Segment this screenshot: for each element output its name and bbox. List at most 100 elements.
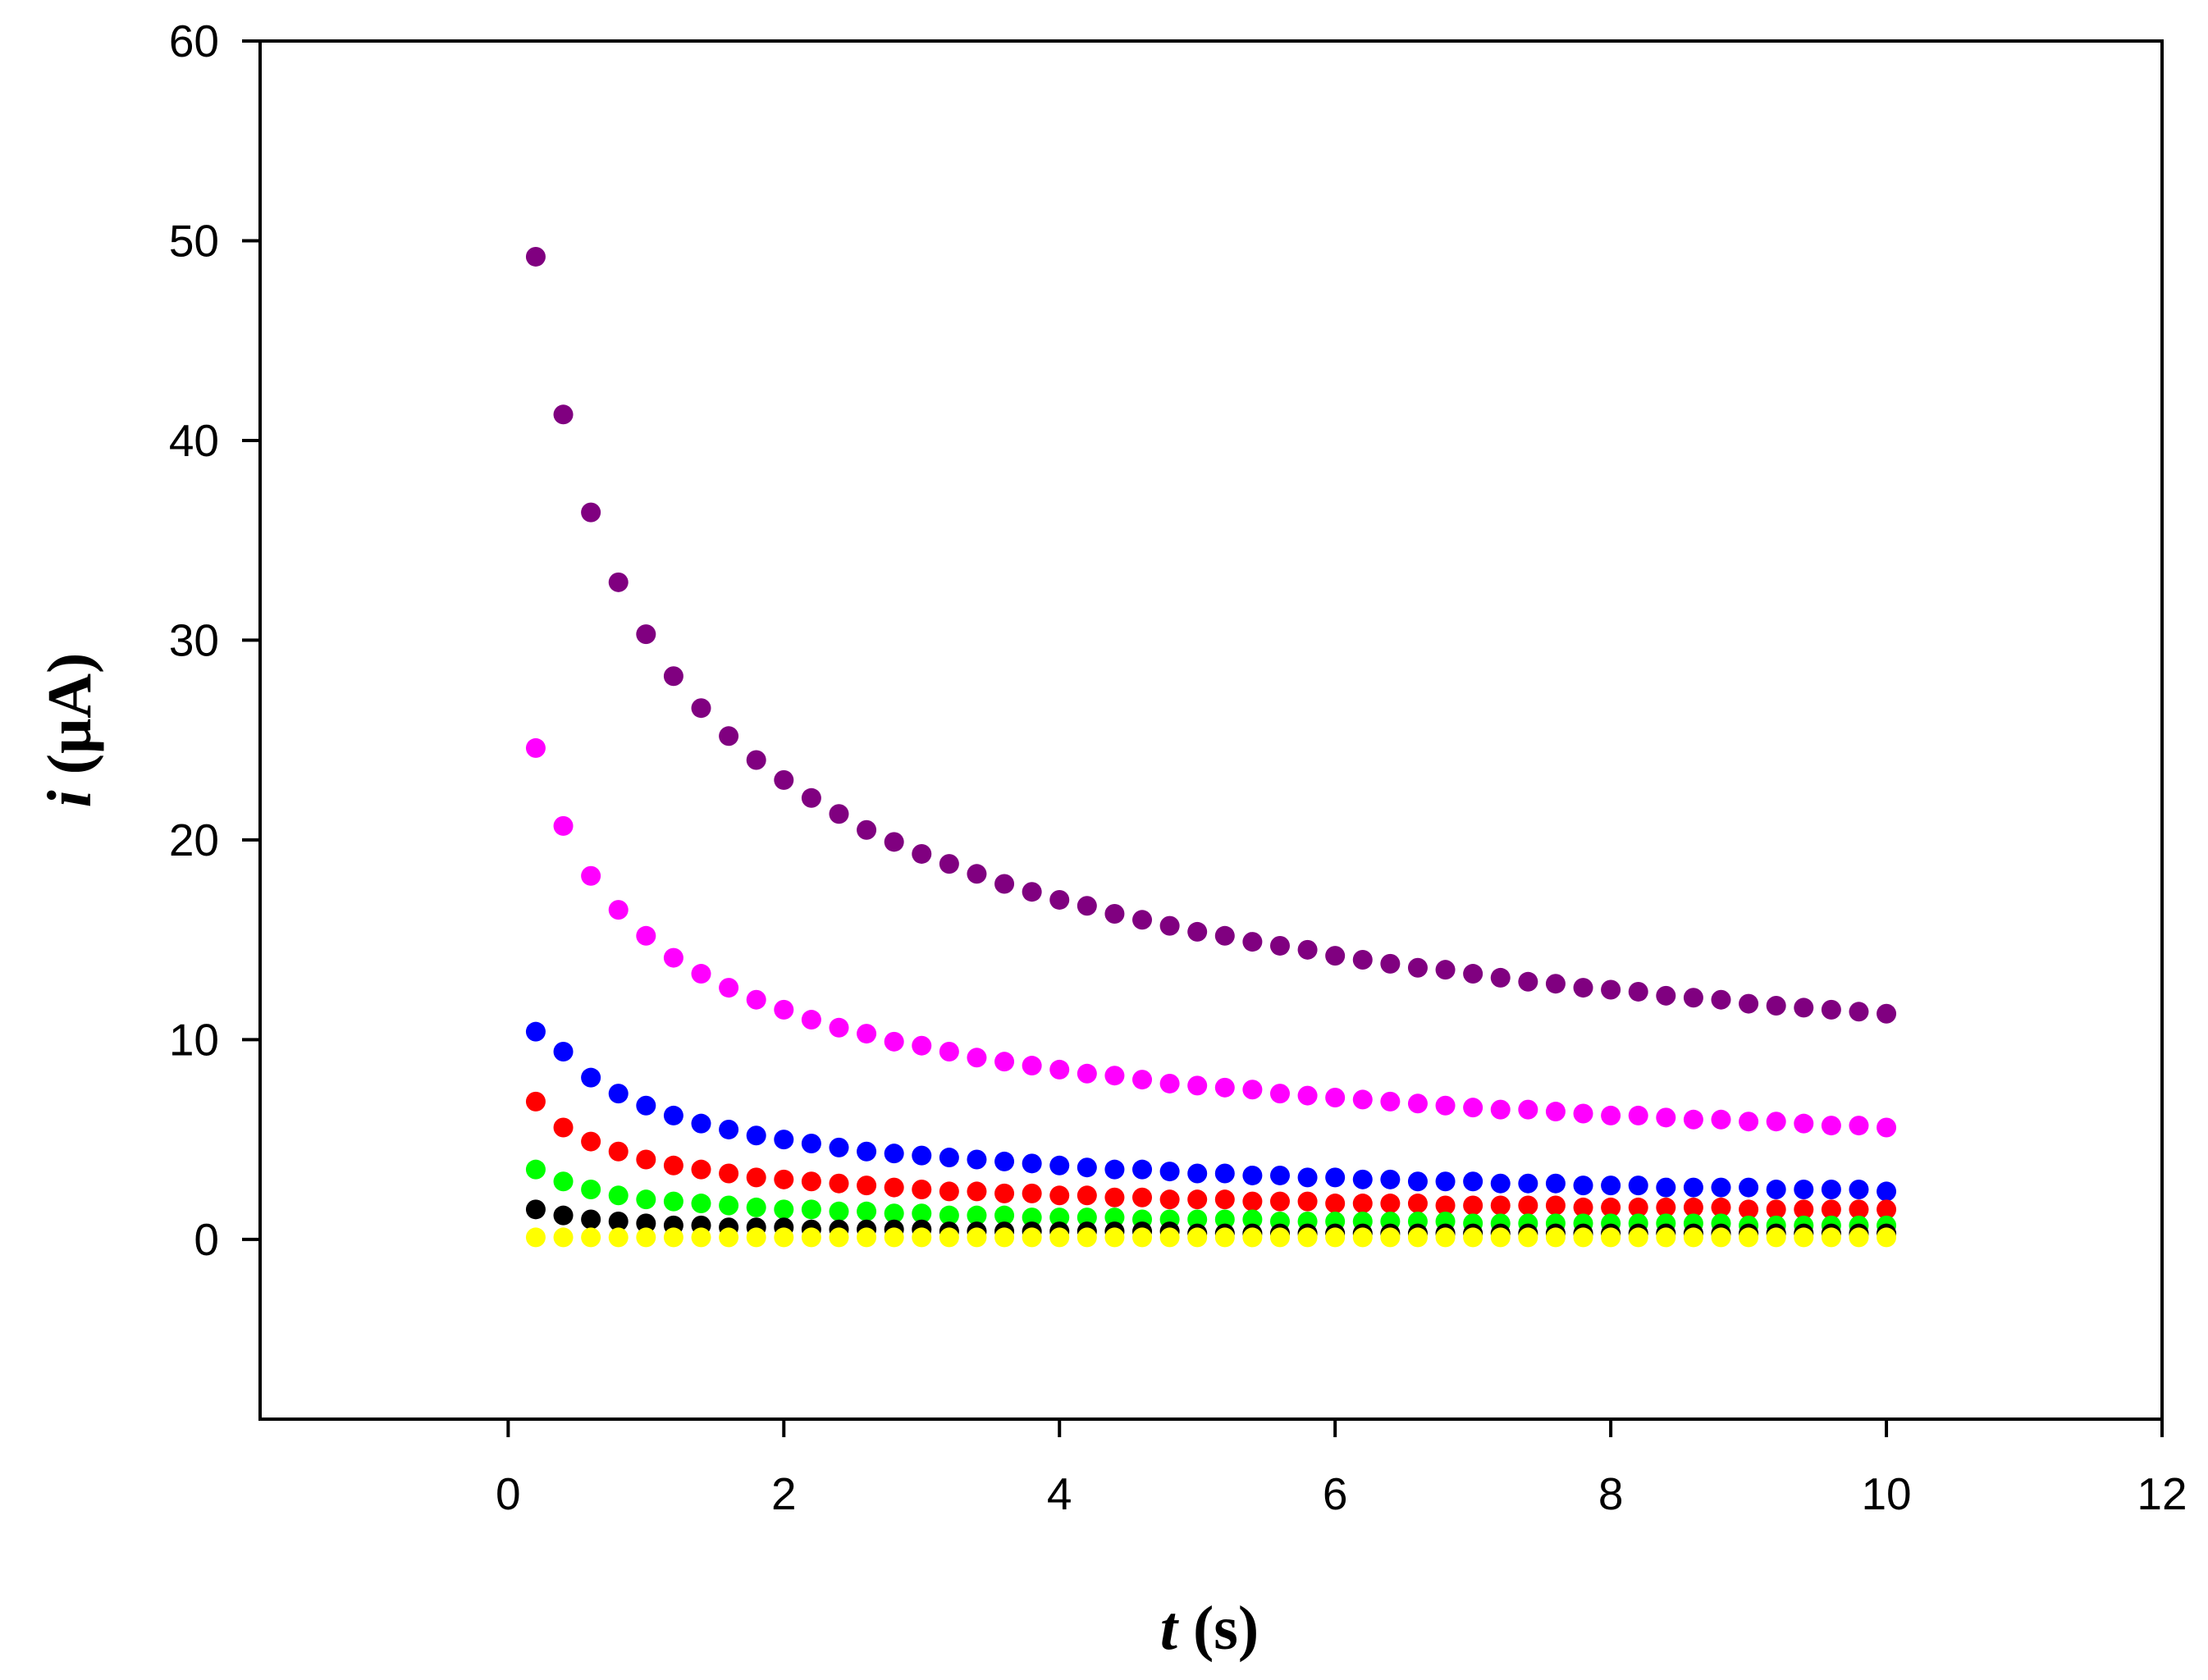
- data-point: [1407, 957, 1428, 978]
- data-point: [663, 1191, 683, 1212]
- data-point: [1352, 1194, 1373, 1214]
- data-point: [608, 1084, 629, 1104]
- data-point: [1518, 1099, 1538, 1120]
- data-point: [1022, 882, 1042, 902]
- data-point: [691, 698, 711, 719]
- data-point: [1463, 964, 1483, 984]
- data-point: [1297, 1167, 1318, 1188]
- data-point: [1187, 1209, 1208, 1230]
- data-point: [608, 572, 629, 592]
- data-point: [1435, 1095, 1456, 1116]
- data-point: [1490, 1195, 1511, 1216]
- data-point: [1132, 1070, 1153, 1090]
- data-point: [1325, 1167, 1346, 1188]
- series-purple: [525, 246, 1897, 1024]
- data-point: [1187, 1189, 1208, 1210]
- data-point: [1656, 1197, 1676, 1217]
- data-point: [994, 874, 1015, 894]
- data-point: [1545, 1195, 1566, 1216]
- data-point: [1269, 935, 1290, 956]
- data-point: [1104, 1066, 1125, 1086]
- data-point: [1435, 1227, 1456, 1248]
- data-point: [1794, 1199, 1814, 1220]
- data-point: [1214, 1189, 1235, 1210]
- data-point: [857, 1141, 877, 1162]
- data-point: [801, 1199, 821, 1220]
- data-point: [1077, 1063, 1097, 1084]
- data-point: [967, 1181, 987, 1202]
- data-point: [691, 964, 711, 984]
- data-point: [1077, 1157, 1097, 1178]
- data-point: [1325, 1088, 1346, 1107]
- data-point: [994, 1205, 1015, 1226]
- data-point: [663, 1105, 683, 1125]
- data-point: [525, 1021, 546, 1042]
- data-point: [636, 1213, 656, 1234]
- data-point: [719, 1163, 739, 1184]
- data-point: [1214, 1077, 1235, 1098]
- data-point: [746, 1167, 766, 1188]
- data-points: [525, 246, 1897, 1248]
- data-point: [967, 1048, 987, 1068]
- data-point: [1683, 1109, 1703, 1130]
- data-point: [1104, 1208, 1125, 1228]
- data-point: [1049, 1155, 1070, 1176]
- data-point: [1242, 1227, 1263, 1248]
- data-point: [1545, 974, 1566, 994]
- data-point: [1739, 1112, 1759, 1132]
- data-point: [1573, 978, 1593, 998]
- data-point: [1601, 1105, 1621, 1125]
- data-point: [581, 1131, 601, 1152]
- data-point: [1325, 1227, 1346, 1248]
- data-point: [829, 1017, 849, 1038]
- x-tick-label: 8: [1598, 1468, 1624, 1519]
- x-tick-label: 10: [1861, 1468, 1911, 1519]
- data-point: [1077, 1227, 1097, 1248]
- data-point: [608, 900, 629, 920]
- data-point: [553, 1205, 574, 1226]
- x-axis: 0 2 4 6 8 10 12: [496, 1419, 2187, 1519]
- data-point: [719, 726, 739, 746]
- data-point: [1132, 1159, 1153, 1180]
- data-point: [636, 925, 656, 946]
- data-point: [1187, 1075, 1208, 1096]
- data-point: [912, 1180, 932, 1199]
- data-point: [1049, 889, 1070, 910]
- data-point: [1739, 1199, 1759, 1220]
- data-point: [1269, 1227, 1290, 1248]
- data-point: [1877, 1003, 1897, 1024]
- data-point: [1325, 1194, 1346, 1214]
- data-point: [1407, 1227, 1428, 1248]
- data-point: [1242, 932, 1263, 952]
- data-point: [1656, 1107, 1676, 1128]
- data-point: [829, 1201, 849, 1221]
- data-point: [1877, 1117, 1897, 1138]
- data-point: [1573, 1103, 1593, 1124]
- data-point: [801, 1171, 821, 1192]
- data-point: [912, 1035, 932, 1056]
- y-tick-label: 20: [169, 815, 219, 865]
- data-point: [525, 1199, 546, 1220]
- data-point: [994, 1151, 1015, 1171]
- data-point: [1407, 1194, 1428, 1214]
- data-point: [1380, 1091, 1401, 1112]
- data-point: [829, 1227, 849, 1248]
- data-point: [663, 947, 683, 968]
- data-point: [1794, 1180, 1814, 1199]
- data-point: [1463, 1098, 1483, 1118]
- data-point: [1049, 1227, 1070, 1248]
- data-point: [884, 1227, 904, 1248]
- data-point: [1077, 1208, 1097, 1228]
- data-point: [967, 864, 987, 884]
- data-point: [801, 788, 821, 808]
- data-point: [939, 1042, 959, 1061]
- data-point: [1435, 1171, 1456, 1192]
- data-point: [1628, 1227, 1648, 1248]
- data-point: [1766, 1199, 1786, 1220]
- data-point: [967, 1205, 987, 1226]
- data-point: [1545, 1173, 1566, 1194]
- data-point: [1656, 1177, 1676, 1198]
- data-point: [1380, 1169, 1401, 1189]
- data-point: [746, 1197, 766, 1217]
